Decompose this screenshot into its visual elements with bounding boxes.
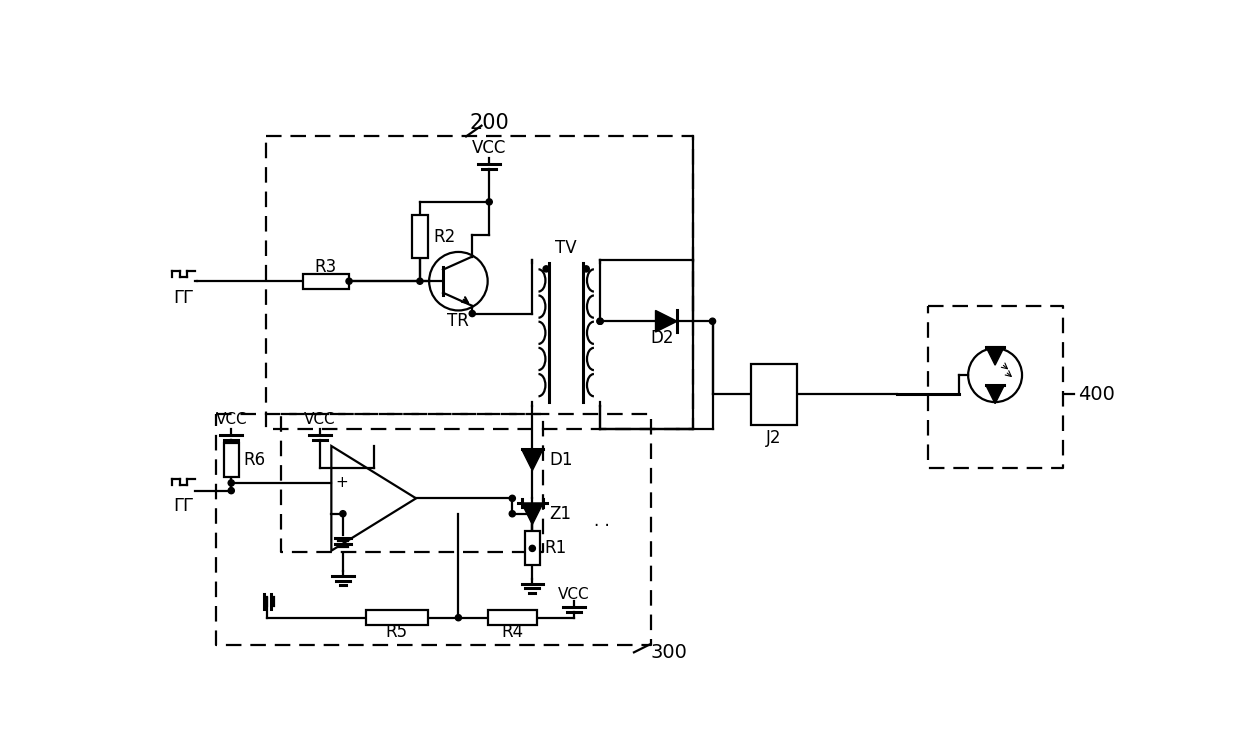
- Circle shape: [346, 278, 352, 284]
- Text: D1: D1: [549, 451, 573, 468]
- Circle shape: [529, 545, 536, 551]
- Circle shape: [340, 511, 346, 517]
- Bar: [223, 443, 239, 477]
- Bar: [751, 363, 797, 425]
- Text: Z1: Z1: [549, 505, 572, 523]
- Polygon shape: [522, 449, 543, 471]
- Circle shape: [510, 511, 516, 517]
- Text: . .: . .: [594, 512, 610, 530]
- Text: ΓΓ: ΓΓ: [174, 289, 193, 307]
- Bar: [366, 610, 428, 626]
- Text: VCC: VCC: [304, 411, 336, 426]
- Text: R3: R3: [315, 259, 337, 276]
- Text: TV: TV: [556, 239, 577, 257]
- Circle shape: [596, 318, 603, 324]
- Bar: [303, 274, 350, 289]
- Circle shape: [469, 311, 475, 317]
- Text: ΓΓ: ΓΓ: [174, 497, 193, 515]
- Text: R1: R1: [544, 539, 567, 557]
- Text: VCC: VCC: [558, 587, 590, 602]
- Circle shape: [486, 199, 492, 205]
- Text: R5: R5: [386, 623, 408, 641]
- Polygon shape: [986, 347, 1004, 365]
- Text: 400: 400: [1079, 385, 1115, 404]
- Text: +: +: [336, 475, 348, 490]
- Text: R2: R2: [434, 228, 456, 246]
- Text: TR: TR: [448, 312, 469, 330]
- Circle shape: [417, 278, 423, 284]
- Bar: [412, 215, 428, 258]
- Circle shape: [510, 496, 516, 502]
- Polygon shape: [986, 385, 1004, 404]
- Text: D2: D2: [651, 329, 675, 347]
- Text: VCC: VCC: [472, 139, 506, 157]
- Circle shape: [228, 487, 234, 494]
- Text: 200: 200: [469, 113, 510, 132]
- Text: VCC: VCC: [216, 411, 247, 426]
- Text: J2: J2: [766, 429, 782, 447]
- Bar: [487, 610, 537, 626]
- Text: 300: 300: [651, 643, 688, 662]
- Text: -: -: [340, 506, 345, 521]
- Circle shape: [709, 318, 715, 324]
- Polygon shape: [522, 503, 543, 525]
- Circle shape: [596, 318, 603, 324]
- Circle shape: [543, 265, 549, 272]
- Polygon shape: [656, 311, 677, 332]
- Bar: [525, 532, 541, 566]
- Circle shape: [228, 480, 234, 486]
- Circle shape: [583, 265, 589, 272]
- Text: R4: R4: [501, 623, 523, 641]
- Text: R6: R6: [243, 451, 265, 468]
- Circle shape: [529, 511, 536, 517]
- Circle shape: [455, 614, 461, 620]
